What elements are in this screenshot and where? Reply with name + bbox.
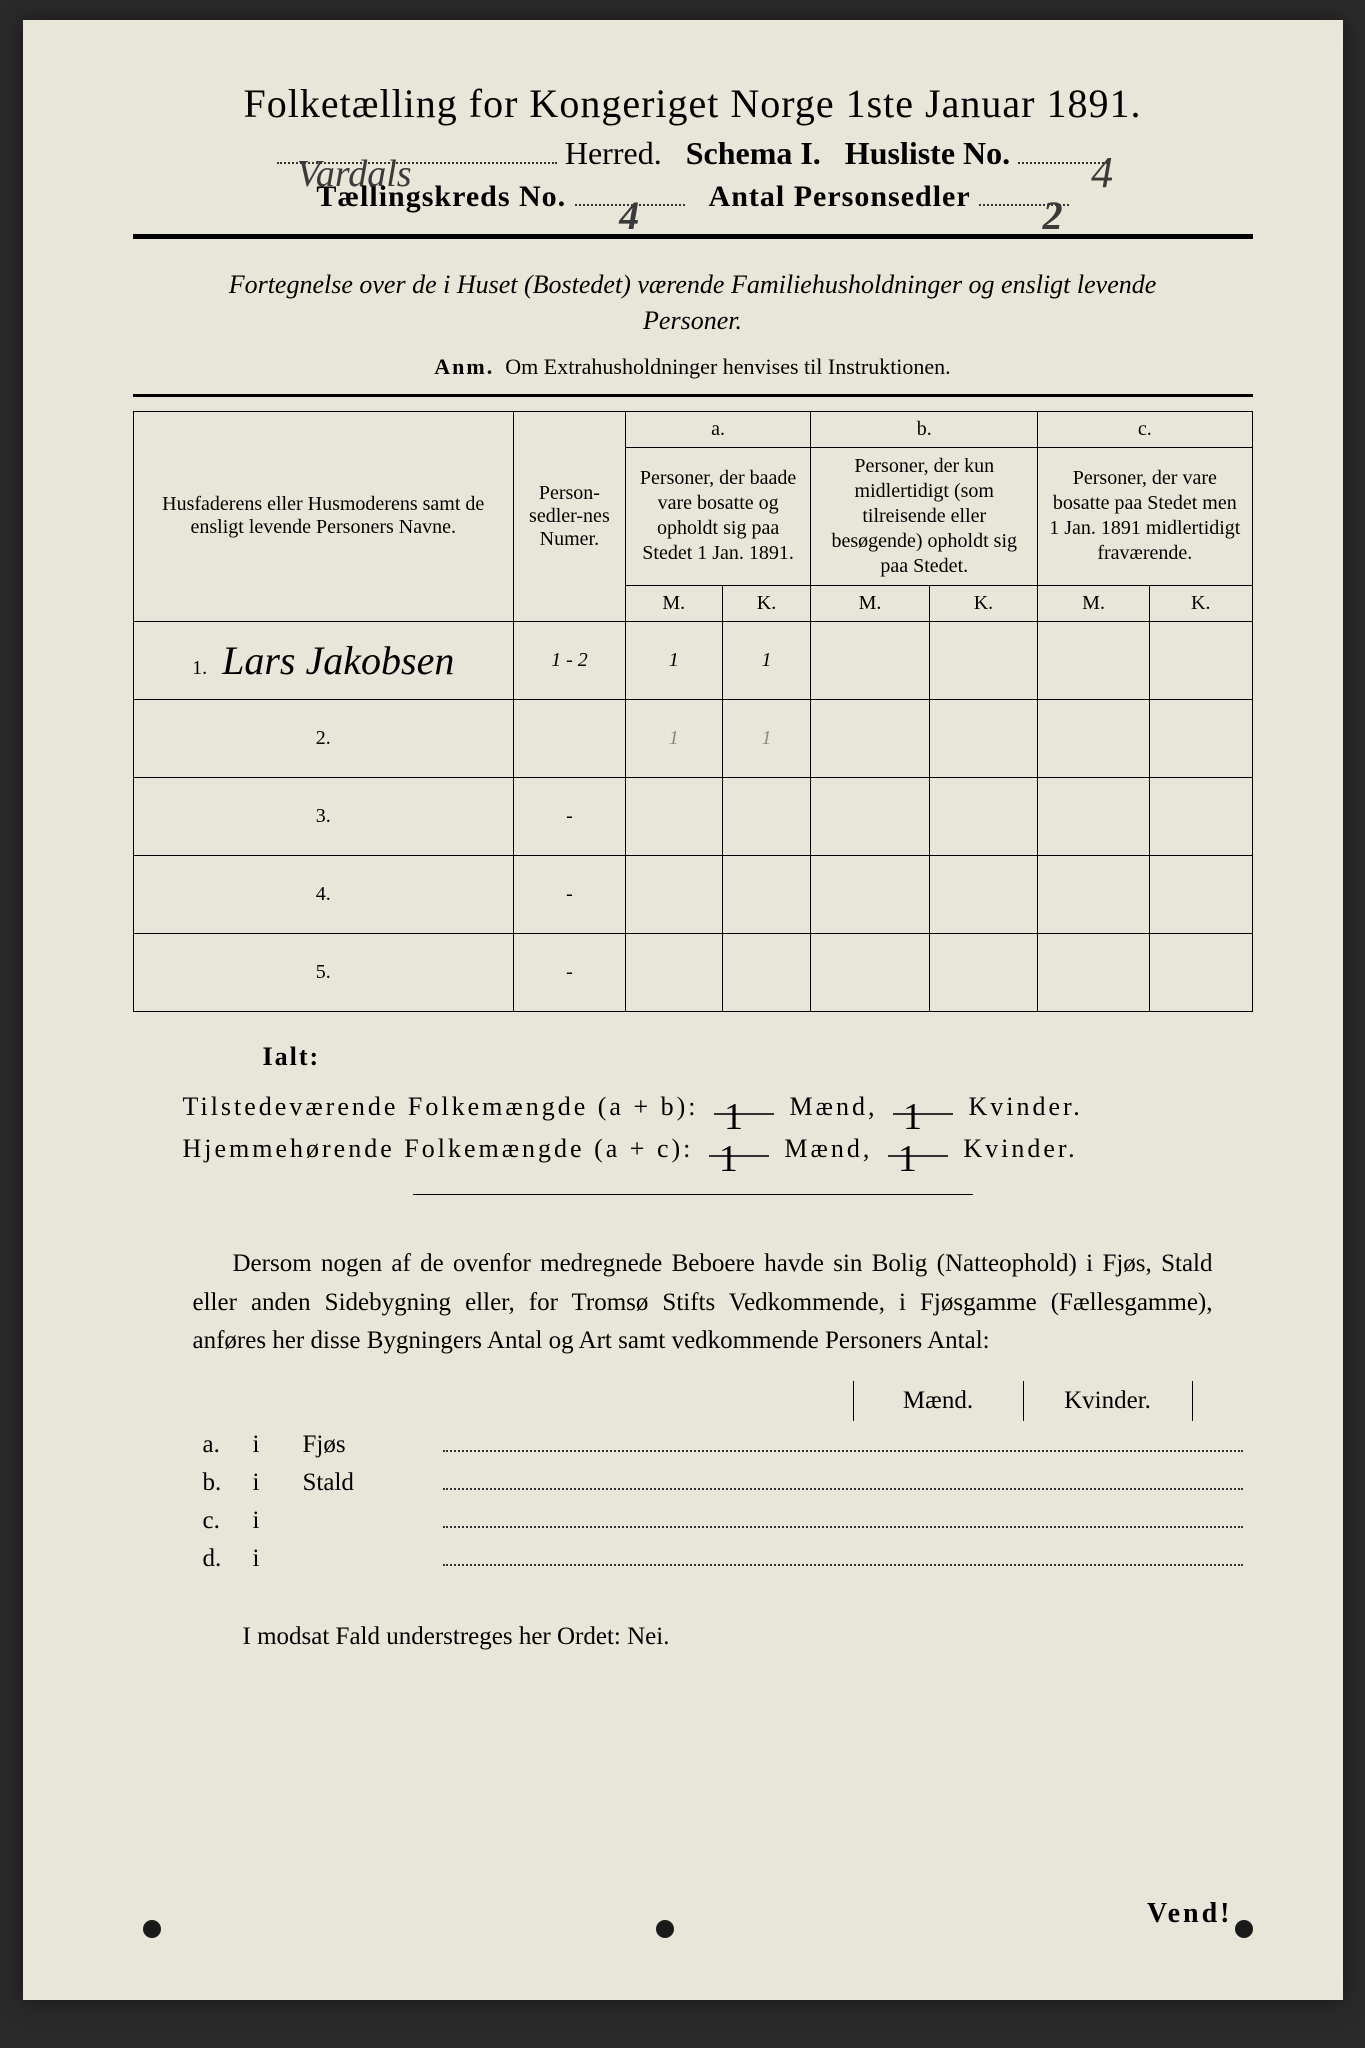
handwritten-name: Lars Jakobsen (212, 638, 454, 683)
modsat-line: I modsat Fald understreges her Ordet: Ne… (243, 1623, 1253, 1651)
col-b-m: M. (811, 585, 929, 621)
handwritten-herred: Vardals (297, 152, 412, 196)
pop-line-ab: Tilstedeværende Folkemængde (a + b): 1 M… (183, 1092, 1253, 1122)
col-header-b-text: Personer, der kun midlertidigt (som tilr… (811, 447, 1038, 585)
handwritten-kreds-no: 4 (619, 192, 640, 239)
building-row: a.iFjøs (203, 1431, 1253, 1459)
mk-kvinder: Kvinder. (1023, 1381, 1193, 1421)
pop-line-ac: Hjemmehørende Folkemængde (a + c): 1 Mæn… (183, 1134, 1253, 1164)
table-row: 1. Lars Jakobsen 1 - 2 1 1 (133, 621, 1252, 699)
anm-line: Anm. Om Extrahusholdninger henvises til … (133, 354, 1253, 380)
cell-c-m (1038, 621, 1150, 699)
census-form-page: Folketælling for Kongeriget Norge 1ste J… (23, 20, 1343, 2000)
cell-b-m (811, 621, 929, 699)
col-a-k: K. (722, 585, 811, 621)
herred-label: Herred. (565, 135, 662, 171)
cell-numer: - (513, 777, 625, 855)
mk-header: Mænd. Kvinder. (133, 1381, 1193, 1421)
col-header-numer: Person-sedler-nes Numer. (513, 411, 625, 621)
herred-line: Vardals Herred. Schema I. Husliste No. 4 (133, 135, 1253, 172)
husliste-label: Husliste No. (845, 135, 1010, 171)
household-table: Husfaderens eller Husmoderens samt de en… (133, 411, 1253, 1012)
pin-icon (1235, 1920, 1253, 1938)
mk-maend: Mænd. (853, 1381, 1023, 1421)
cell-numer: 1 - 2 (513, 621, 625, 699)
table-row: 3. - (133, 777, 1252, 855)
col-header-name: Husfaderens eller Husmoderens samt de en… (133, 411, 513, 621)
anm-text: Om Extrahusholdninger henvises til Instr… (505, 354, 950, 379)
cell-b-k (929, 621, 1037, 699)
cell-numer: - (513, 933, 625, 1011)
cell-c-k (1149, 621, 1252, 699)
cell-numer (513, 699, 625, 777)
col-b-k: K. (929, 585, 1037, 621)
building-row: d.i (203, 1545, 1253, 1573)
col-c-m: M. (1038, 585, 1150, 621)
cell-numer: - (513, 855, 625, 933)
col-header-c-text: Personer, der vare bosatte paa Stedet me… (1038, 447, 1252, 585)
col-header-b-label: b. (811, 411, 1038, 447)
col-header-c-label: c. (1038, 411, 1252, 447)
handwritten-sedler: 2 (1043, 192, 1064, 239)
pin-icon (656, 1920, 674, 1938)
schema-label: Schema I. (686, 135, 821, 171)
subtitle: Fortegnelse over de i Huset (Bostedet) v… (203, 267, 1183, 340)
handwritten-tally: 1 (898, 1137, 920, 1181)
building-row: b.iStald (203, 1469, 1253, 1497)
table-row: 2. 1 1 (133, 699, 1252, 777)
col-header-a-text: Personer, der baade vare bosatte og opho… (625, 447, 811, 585)
divider (133, 394, 1253, 397)
handwritten-tally: 1 (724, 1095, 746, 1139)
building-row: c.i (203, 1507, 1253, 1535)
col-a-m: M. (625, 585, 722, 621)
handwritten-husliste-no: 4 (1091, 147, 1113, 198)
table-row: 4. - (133, 855, 1252, 933)
handwritten-tally: 1 (719, 1137, 741, 1181)
handwritten-tally: 1 (903, 1095, 925, 1139)
building-paragraph: Dersom nogen af de ovenfor medregnede Be… (193, 1245, 1213, 1361)
table-row: 5. - (133, 933, 1252, 1011)
divider (133, 234, 1253, 239)
page-title: Folketælling for Kongeriget Norge 1ste J… (133, 80, 1253, 127)
ialt-label: Ialt: (263, 1042, 1253, 1072)
divider (413, 1194, 973, 1195)
cell-a-m: 1 (625, 699, 722, 777)
col-c-k: K. (1149, 585, 1252, 621)
anm-label: Anm. (434, 354, 494, 379)
cell-a-m: 1 (625, 621, 722, 699)
sedler-label: Antal Personsedler (709, 180, 971, 213)
cell-a-k: 1 (722, 699, 811, 777)
vend-label: Vend! (1147, 1898, 1233, 1930)
col-header-a-label: a. (625, 411, 811, 447)
pin-icon (143, 1920, 161, 1938)
cell-a-k: 1 (722, 621, 811, 699)
